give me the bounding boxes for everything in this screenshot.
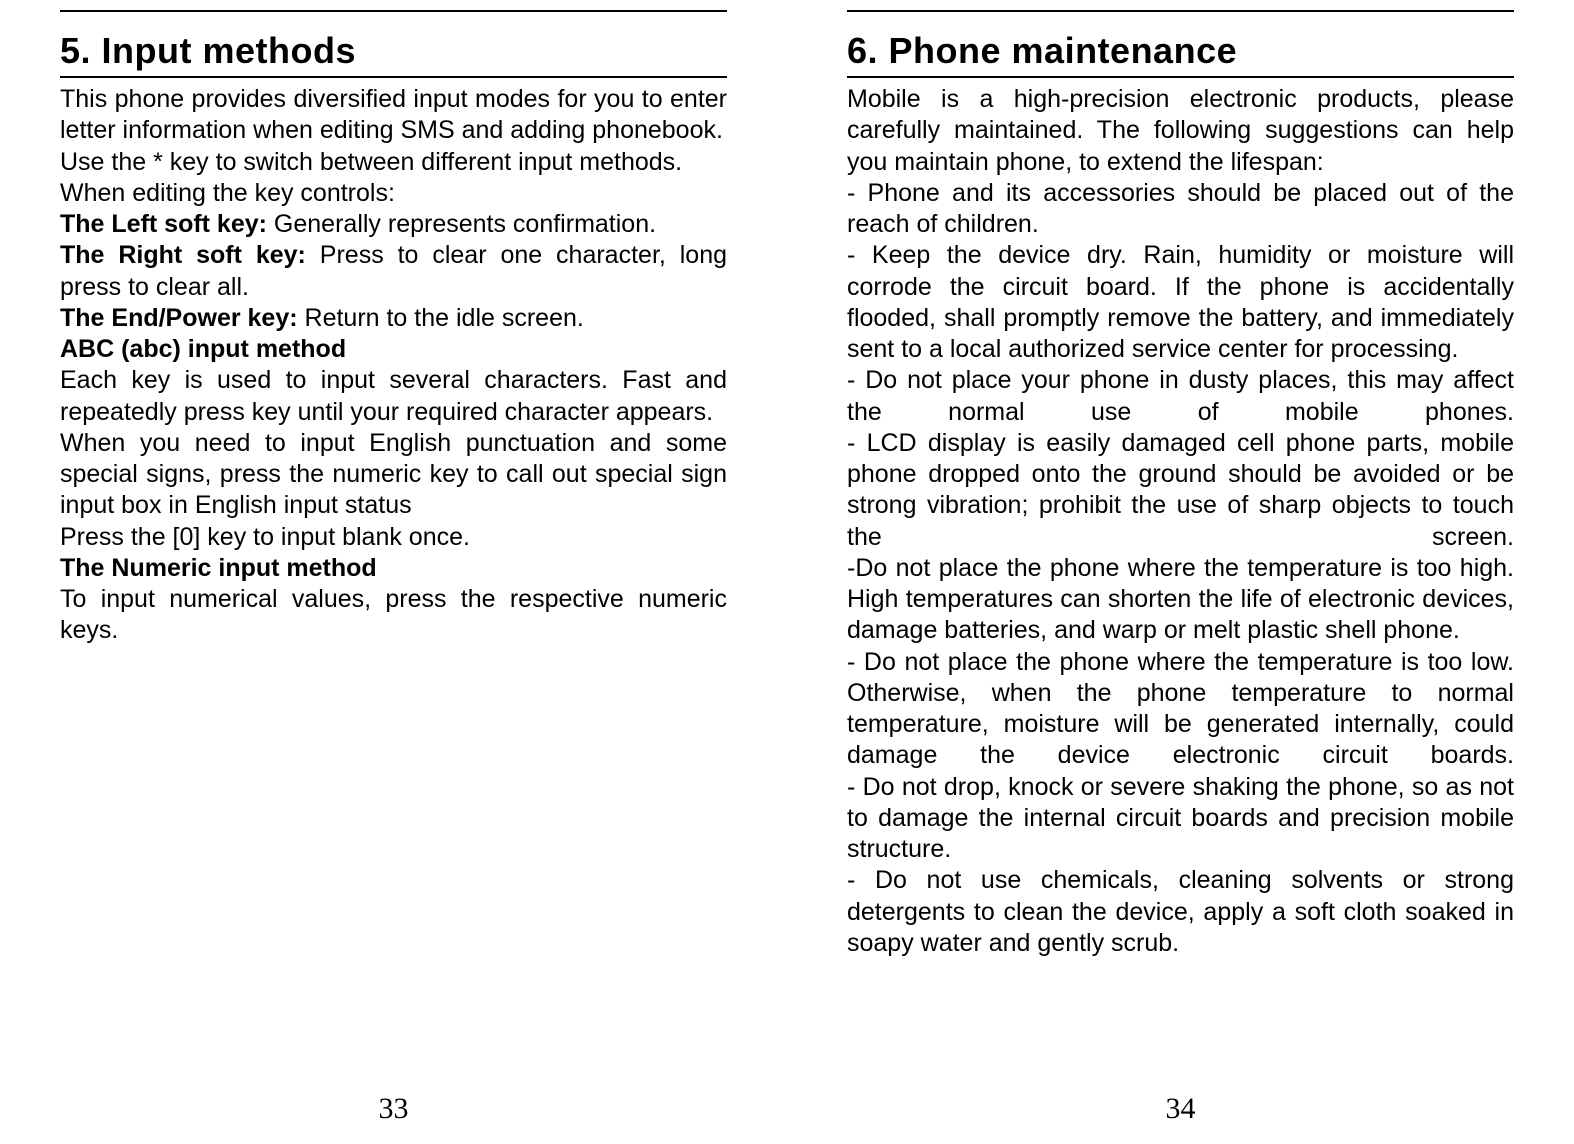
- page-number-left: 33: [0, 1092, 787, 1126]
- bullet: - Do not use chemicals, cleaning solvent…: [847, 865, 1514, 959]
- bullet: -Do not place the phone where the temper…: [847, 553, 1514, 647]
- page-number-right: 34: [787, 1092, 1574, 1126]
- paragraph: Mobile is a high-precision electronic pr…: [847, 84, 1514, 178]
- paragraph: The Right soft key: Press to clear one c…: [60, 240, 727, 303]
- text: Generally represents confirmation.: [267, 210, 656, 238]
- right-body: Mobile is a high-precision electronic pr…: [847, 84, 1514, 959]
- section-heading-5: 5. Input methods: [60, 30, 727, 78]
- paragraph: This phone provides diversified input mo…: [60, 84, 727, 147]
- paragraph: Use the * key to switch between differen…: [60, 147, 727, 178]
- label-left-soft-key: The Left soft key:: [60, 210, 267, 238]
- paragraph: The End/Power key: Return to the idle sc…: [60, 303, 727, 334]
- label-abc-input: ABC (abc) input method: [60, 334, 727, 365]
- paragraph: The Left soft key: Generally represents …: [60, 209, 727, 240]
- bullet: - LCD display is easily damaged cell pho…: [847, 428, 1514, 553]
- bullet: - Do not place the phone where the tempe…: [847, 647, 1514, 772]
- paragraph: When editing the key controls:: [60, 178, 727, 209]
- left-body: This phone provides diversified input mo…: [60, 84, 727, 647]
- label-right-soft-key: The Right soft key:: [60, 241, 306, 269]
- bullet: - Keep the device dry. Rain, humidity or…: [847, 240, 1514, 365]
- top-rule: [60, 10, 727, 12]
- left-page: 5. Input methods This phone provides div…: [0, 0, 787, 1144]
- right-page: 6. Phone maintenance Mobile is a high-pr…: [787, 0, 1574, 1144]
- label-end-power-key: The End/Power key:: [60, 304, 298, 332]
- paragraph: Press the [0] key to input blank once.: [60, 522, 727, 553]
- bullet: - Phone and its accessories should be pl…: [847, 178, 1514, 241]
- label-numeric-input: The Numeric input method: [60, 553, 727, 584]
- bullet: - Do not drop, knock or severe shaking t…: [847, 772, 1514, 866]
- section-heading-6: 6. Phone maintenance: [847, 30, 1514, 78]
- bullet: - Do not place your phone in dusty place…: [847, 365, 1514, 428]
- paragraph: When you need to input English punctuati…: [60, 428, 727, 522]
- paragraph: To input numerical values, press the res…: [60, 584, 727, 647]
- top-rule: [847, 10, 1514, 12]
- paragraph: Each key is used to input several charac…: [60, 365, 727, 428]
- text: Return to the idle screen.: [298, 304, 584, 332]
